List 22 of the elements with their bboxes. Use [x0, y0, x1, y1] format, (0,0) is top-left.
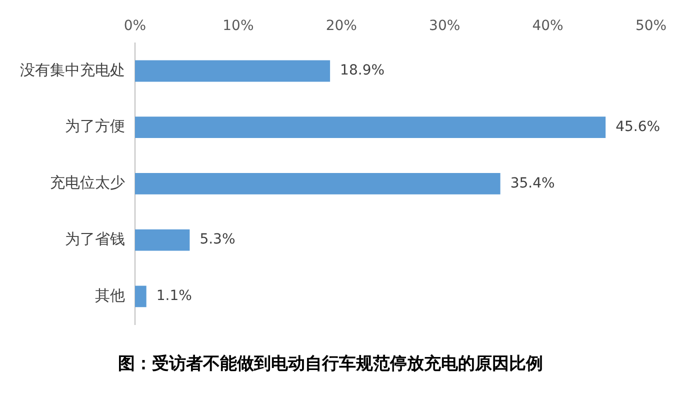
bar: [135, 172, 500, 194]
data-label: 45.6%: [616, 118, 660, 135]
y-tick-label: 其他: [95, 286, 125, 304]
bar: [135, 229, 190, 251]
data-label: 1.1%: [156, 288, 192, 304]
x-tick-label: 30%: [429, 18, 460, 34]
y-tick-label: 为了方便: [65, 117, 125, 136]
bar: [135, 60, 330, 82]
bar: [135, 116, 606, 138]
data-label: 18.9%: [340, 62, 385, 79]
data-label: 35.4%: [510, 175, 555, 192]
bar: [135, 286, 146, 308]
text: 图：受访者不能做到电动自行车规范停放充电的原因比例: [118, 354, 543, 374]
x-tick-label: 40%: [532, 18, 564, 34]
y-tick-label: 为了省钱: [65, 230, 125, 248]
x-tick-label: 50%: [635, 18, 667, 34]
x-tick-label: 0%: [124, 18, 146, 34]
x-tick-label: 20%: [326, 18, 357, 34]
data-label: 5.3%: [200, 232, 236, 248]
x-tick-label: 10%: [222, 18, 254, 34]
y-tick-label: 没有集中充电处: [20, 60, 125, 79]
y-tick-label: 充电位太少: [50, 174, 125, 192]
